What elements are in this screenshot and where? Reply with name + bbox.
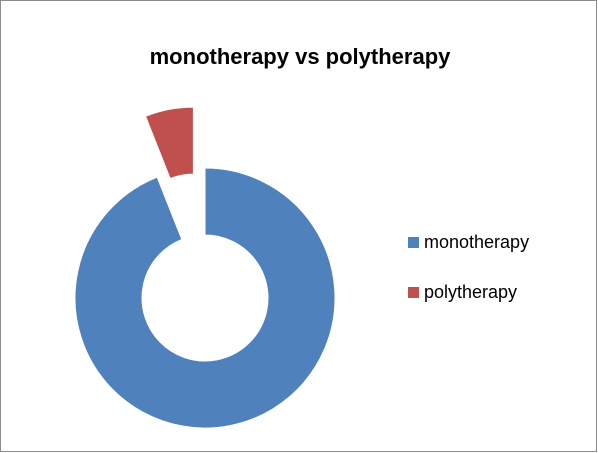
legend-swatch: [408, 287, 419, 298]
donut-slice: [144, 106, 194, 180]
legend-label: monotherapy: [424, 232, 529, 252]
donut-slice: [74, 167, 336, 429]
chart-title: monotherapy vs polytherapy: [150, 44, 452, 69]
legend-label: polytherapy: [424, 282, 517, 302]
legend-swatch: [408, 237, 419, 248]
